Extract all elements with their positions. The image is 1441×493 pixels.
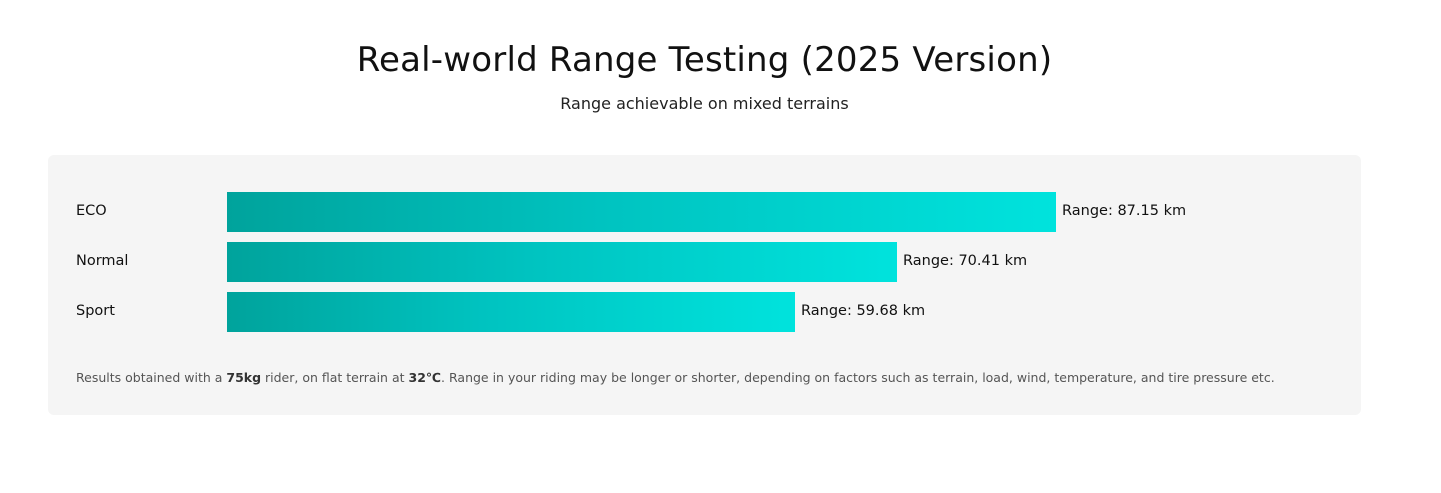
chart-subtitle: Range achievable on mixed terrains [560,94,849,113]
rider-weight: 75kg [226,370,262,385]
test-temperature: 32℃ [408,370,442,385]
bar-normal [227,242,897,282]
chart-title: Real-world Range Testing (2025 Version) [356,40,1053,80]
bar-eco [227,192,1056,232]
footnote-text-1: Results obtained with a [76,370,227,385]
bar-value-label-sport: Range: 59.68 km [801,303,926,319]
range-chart-card: ECO Range: 87.15 km Normal Range: 70.41 km S… [48,155,1361,415]
bar-value-label-eco: Range: 87.15 km [1062,203,1187,219]
bar-value-label-normal: Range: 70.41 km [903,253,1028,269]
footnote-text-2: rider, on flat terrain at [261,370,409,385]
bar-sport [227,292,795,332]
bar-label-eco: ECO [76,203,107,219]
test-conditions-footnote: Results obtained with a 75kg rider, on f… [76,370,1346,385]
bar-label-normal: Normal [76,253,129,269]
footnote-text-3: . Range in your riding may be longer or … [441,370,1275,385]
bar-label-sport: Sport [76,303,115,319]
